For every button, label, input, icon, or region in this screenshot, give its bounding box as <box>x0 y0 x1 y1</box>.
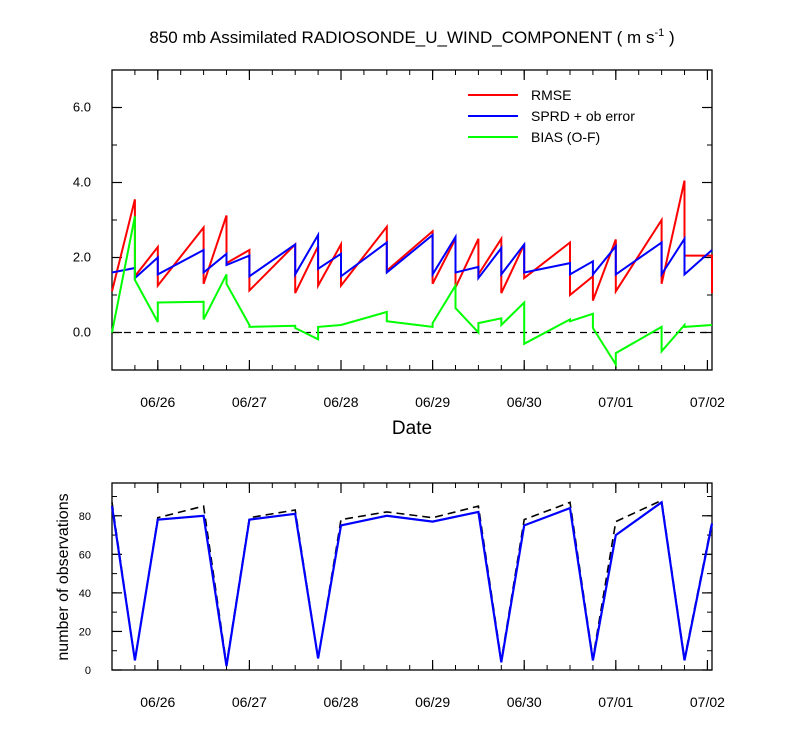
bottom-x-tick-label: 06/29 <box>415 694 450 710</box>
x-axis-label: Date <box>392 418 432 439</box>
top-x-tick-label: 06/28 <box>323 394 358 410</box>
top-x-tick-label: 06/29 <box>415 394 450 410</box>
series-line-obs_total <box>111 499 713 665</box>
bottom-x-tick-label: 06/28 <box>323 694 358 710</box>
series-line-obs_used <box>110 500 714 667</box>
series-line-rmse <box>111 180 713 301</box>
bottom-x-tick-label: 07/02 <box>690 694 725 710</box>
top-x-tick-label: 07/02 <box>690 394 725 410</box>
bottom-x-tick-label: 07/01 <box>598 694 633 710</box>
bottom-y-tick-label: 80 <box>79 511 91 523</box>
top-series-group <box>111 180 713 368</box>
y-axis-label: number of observations <box>55 493 72 660</box>
top-y-tick-label: 6.0 <box>73 100 91 115</box>
legend-label-sprd: SPRD + ob error <box>531 108 635 124</box>
top-plot-area: 06/26 06/27 06/28 06/29 06/30 07/01 07/02 0.0 2.… <box>73 69 725 439</box>
chart-title: 850 mb Assimilated RADIOSONDE_U_WIND_COM… <box>149 27 674 47</box>
bottom-y-tick-label: 20 <box>79 626 91 638</box>
legend: RMSE SPRD + ob error BIAS (O-F) <box>468 87 635 145</box>
bottom-y-tick-label: 60 <box>79 549 91 561</box>
bottom-x-tick-label: 06/26 <box>140 694 175 710</box>
top-x-tick-label: 07/01 <box>598 394 633 410</box>
top-y-tick-label: 0.0 <box>73 325 91 340</box>
bottom-series-group <box>110 499 714 667</box>
bottom-x-tick-label: 06/30 <box>507 694 542 710</box>
series-line-bias <box>111 216 713 368</box>
bottom-plot-area: 06/26 06/27 06/28 06/29 06/30 07/01 07/02 0 20 40… <box>55 482 725 710</box>
bottom-x-tick-label: 06/27 <box>232 694 267 710</box>
legend-label-bias: BIAS (O-F) <box>531 129 600 145</box>
bottom-y-tick-label: 0 <box>85 665 91 677</box>
top-y-tick-label: 4.0 <box>73 175 91 190</box>
top-x-tick-label: 06/27 <box>232 394 267 410</box>
series-line-sprd <box>111 231 713 282</box>
top-axis-ticks: 06/26 06/27 06/28 06/29 06/30 07/01 07/02 0.0 2.… <box>73 69 725 410</box>
bottom-axis-ticks: 06/26 06/27 06/28 06/29 06/30 07/01 07/02 0 20 40… <box>79 483 725 710</box>
top-x-tick-label: 06/26 <box>140 394 175 410</box>
legend-label-rmse: RMSE <box>531 87 571 103</box>
bottom-y-tick-label: 40 <box>79 588 91 600</box>
bottom-plot-frame <box>111 482 713 671</box>
top-y-tick-label: 2.0 <box>73 250 91 265</box>
top-x-tick-label: 06/30 <box>507 394 542 410</box>
